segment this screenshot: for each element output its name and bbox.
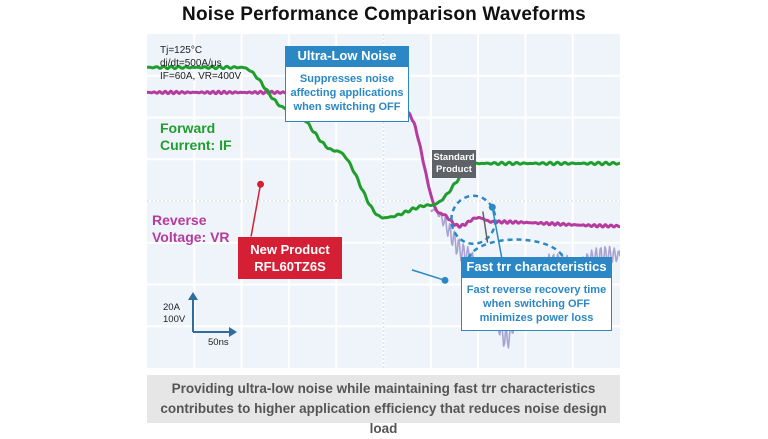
fast-trr-heading: Fast trr characteristics [461,257,612,277]
test-conditions: Tj=125°C di/dt=500A/μs IF=60A, VR=400V [160,44,241,83]
new-product-line1: New Product [250,242,330,257]
scale-x-arrow [229,327,237,337]
reverse-voltage-label: Reverse Voltage: VR [152,212,230,246]
forward-current-label-line1: Forward [160,120,216,136]
standard-product-line2: Product [436,164,472,175]
standard-product-line1: Standard [433,152,475,163]
scale-time: 50ns [208,337,229,348]
forward-current-label-line2: Current: IF [160,137,232,153]
reverse-voltage-label-line1: Reverse [152,212,207,228]
ultra-low-noise-line1: Suppresses noise [299,73,395,85]
standard-product-pointer [482,211,489,243]
ultra-low-noise-heading: Ultra-Low Noise [285,46,409,66]
ultra-low-noise-callout: Suppresses noise affecting applications … [285,66,409,122]
scale-voltage: 100V [163,314,186,325]
condition-didt: di/dt=500A/μs [160,58,222,69]
fast-trr-line1: Fast reverse recovery time [466,284,607,296]
condition-tj: Tj=125°C [160,45,203,56]
new-product-line2: RFL60TZ6S [254,259,326,274]
page-title: Noise Performance Comparison Waveforms [182,4,586,25]
fast-trr-line2: when switching OFF [483,298,590,310]
fast-trr-pointer-dot [488,203,496,211]
new-product-pointer [250,184,262,237]
fast-trr-pointer [491,207,503,258]
ultra-low-noise-pointer [411,269,446,282]
ultra-low-noise-line3: when switching OFF [293,101,401,113]
ultra-low-noise-line2: affecting applications [290,87,404,99]
scale-current: 20A [163,302,180,313]
fast-trr-line3: minimizes power loss [479,312,594,324]
scale-labels: 20A 100V [163,302,185,326]
scale-y-arrow [188,292,198,300]
ultra-low-noise-pointer-dot [441,276,449,284]
summary-line2: contributes to higher application effici… [160,401,607,436]
standard-product-badge: Standard Product [432,150,476,178]
forward-current-trace [147,64,620,220]
new-product-badge: New Product RFL60TZ6S [238,237,342,279]
condition-if-vr: IF=60A, VR=400V [160,71,242,82]
forward-current-label: Forward Current: IF [160,120,232,154]
reverse-voltage-label-line2: Voltage: VR [152,229,230,245]
fast-trr-callout: Fast reverse recovery time when switchin… [461,277,612,331]
summary-banner: Providing ultra-low noise while maintain… [147,375,620,436]
new-product-pointer-dot [257,180,265,188]
summary-line1: Providing ultra-low noise while maintain… [171,381,596,396]
